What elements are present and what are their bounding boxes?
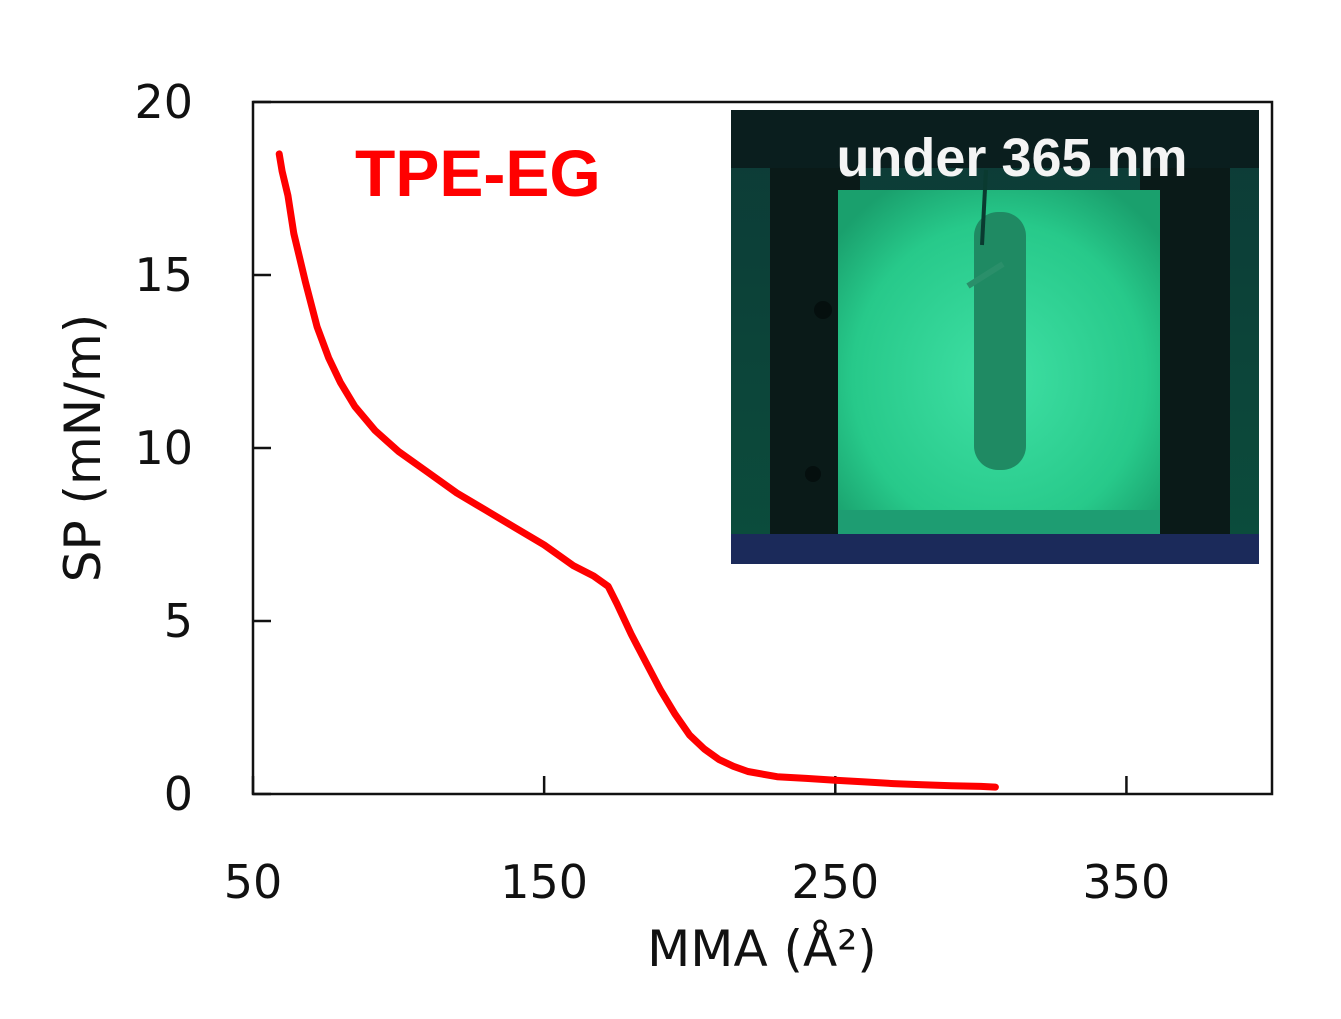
y-tick-label: 20 [134,75,193,129]
x-tick-label: 350 [1083,855,1171,909]
inset-top-band [731,110,1259,168]
inset-caption: under 365 nm [836,128,1187,188]
inset-screw-bottom [805,466,821,482]
y-tick-label: 0 [164,767,193,821]
x-axis-title: MMA (Å²) [647,920,877,978]
y-tick-label: 15 [134,248,193,302]
x-tick-label: 50 [224,855,283,909]
x-axis-ticks: 50 150 250 350 [224,776,1171,909]
inset-probe-arm [966,261,1005,289]
inset-probe [980,169,988,246]
y-tick-label: 5 [164,594,193,648]
inset-screw-top [814,301,832,319]
inset-trough-edge [838,510,1160,534]
x-tick-label: 250 [791,855,879,909]
y-axis-title: SP (mN/m) [54,314,112,582]
y-axis-ticks: 0 5 10 15 20 [134,75,271,821]
y-tick-label: 10 [134,421,193,475]
series-label-tpe-eg: TPE-EG [355,136,601,210]
inset-slot [974,212,1026,470]
inset-bottom-band [731,534,1259,564]
inset-photo: under 365 nm [731,110,1259,564]
series-line-tpe-eg [275,150,999,791]
x-tick-label: 150 [500,855,588,909]
